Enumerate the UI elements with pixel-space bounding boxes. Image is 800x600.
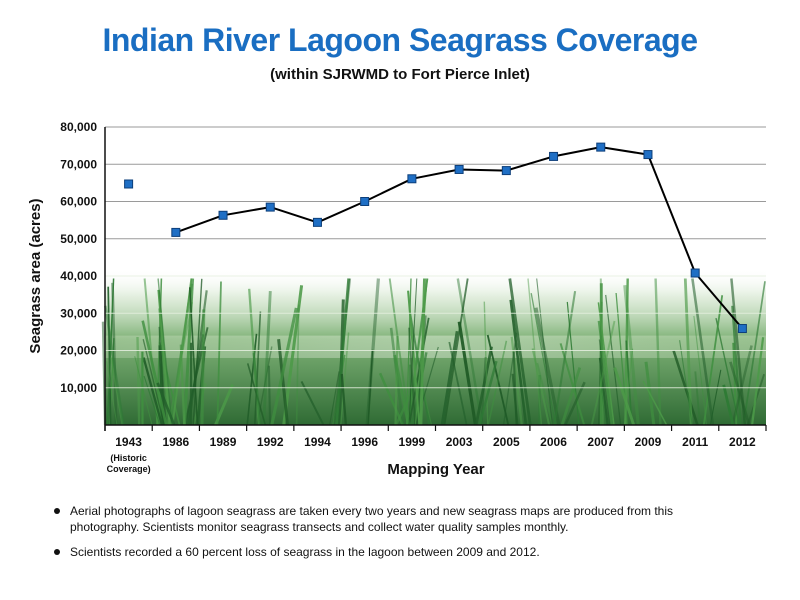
chart-subtitle: (within SJRWMD to Fort Pierce Inlet) — [270, 66, 530, 83]
y-axis-title: Seagrass area (acres) — [27, 198, 44, 353]
x-tick-label: 2007 — [587, 435, 614, 449]
x-tick-label: 1999 — [399, 435, 426, 449]
x-tick-sublabel: (Historic — [110, 453, 147, 463]
y-tick-label: 10,000 — [60, 381, 97, 395]
note-item: Scientists recorded a 60 percent loss of… — [52, 544, 692, 560]
data-point — [407, 174, 417, 184]
data-point — [454, 164, 464, 174]
data-points — [124, 142, 747, 334]
x-axis-title: Mapping Year — [387, 461, 484, 478]
x-tick-sublabel: Coverage) — [107, 464, 151, 474]
notes-list: Aerial photographs of lagoon seagrass ar… — [52, 503, 692, 569]
x-tick-label: 2005 — [493, 435, 520, 449]
y-tick-labels: 10,000 20,000 30,000 40,000 50,000 60,000 70,0… — [60, 120, 97, 395]
x-tick-label: 1994 — [304, 435, 331, 449]
x-tick-label: 1996 — [351, 435, 378, 449]
data-point — [643, 150, 653, 160]
data-point — [596, 142, 606, 152]
y-tick-label: 70,000 — [60, 157, 97, 171]
x-tick-label: 1943 — [115, 435, 142, 449]
y-tick-label: 40,000 — [60, 269, 97, 283]
data-point — [360, 197, 370, 206]
data-point — [218, 210, 228, 220]
y-tick-label: 30,000 — [60, 306, 97, 320]
data-point — [737, 324, 747, 334]
data-point — [312, 217, 322, 227]
data-point — [501, 166, 511, 176]
y-tick-label: 80,000 — [60, 120, 97, 134]
axes — [104, 127, 767, 431]
gridlines — [105, 126, 766, 389]
x-tick-label: 2006 — [540, 435, 567, 449]
seagrass-background — [101, 268, 766, 426]
grass-blades — [101, 278, 766, 426]
data-point — [124, 179, 134, 189]
y-tick-label: 20,000 — [60, 344, 97, 358]
y-tick-label: 60,000 — [60, 195, 97, 209]
data-point — [690, 268, 700, 278]
x-tick-label: 1989 — [210, 435, 237, 449]
x-tick-label: 2009 — [635, 435, 662, 449]
x-tick-label: 2011 — [682, 435, 708, 449]
y-tick-label: 50,000 — [60, 232, 97, 246]
data-point — [265, 202, 275, 212]
x-tick-label: 1986 — [162, 435, 189, 449]
x-tick-label: 2003 — [446, 435, 473, 449]
x-tick-label: 1992 — [257, 435, 284, 449]
chart-title: Indian River Lagoon Seagrass Coverage — [102, 22, 698, 58]
seagrass-line-chart: 10,000 20,000 30,000 40,000 50,000 60,000 70,0… — [27, 120, 767, 478]
x-tick-label: 2012 — [729, 435, 756, 449]
note-item: Aerial photographs of lagoon seagrass ar… — [52, 503, 692, 535]
data-point — [549, 151, 559, 161]
data-point — [171, 227, 181, 237]
